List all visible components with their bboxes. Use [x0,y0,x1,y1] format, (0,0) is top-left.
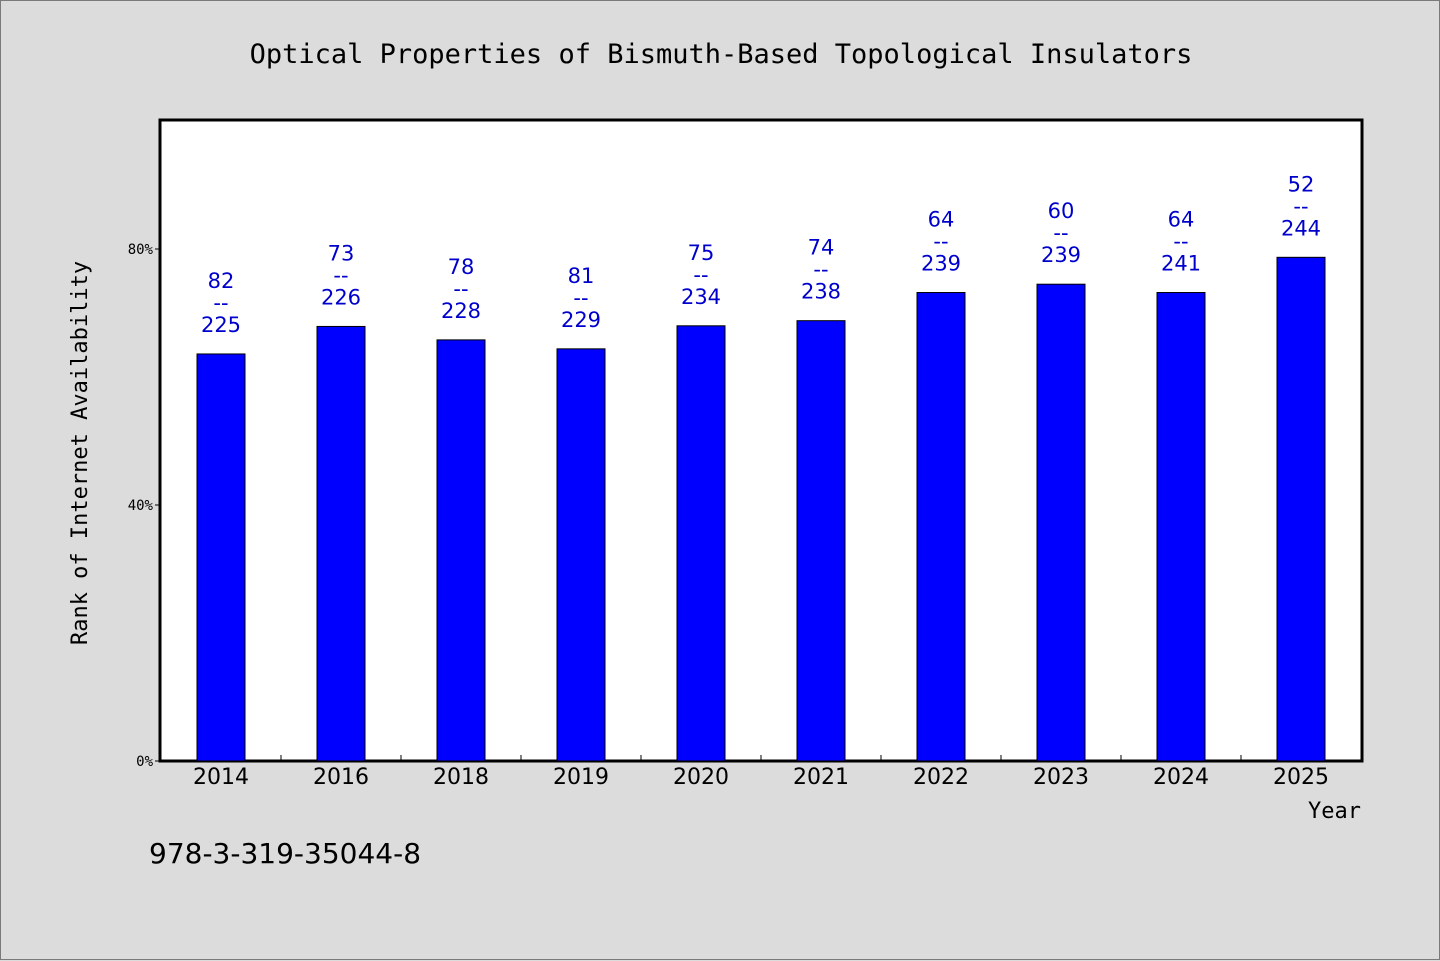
data-label-separator: -- [213,291,228,315]
data-label-total: 234 [681,285,721,309]
data-label-rank: 73 [328,241,355,265]
data-label-total: 244 [1281,216,1321,240]
data-label-separator: -- [1173,230,1188,254]
y-tick-label: 0% [136,754,153,770]
bar-data-label: 82 --225 [201,269,241,337]
x-tick-label: 2021 [793,765,849,790]
data-label-rank: 52 [1288,172,1315,196]
bar-data-label: 73 --226 [321,241,361,309]
bar-2018 [436,339,486,762]
bar-2022 [916,292,966,762]
isbn-text: 978-3-319-35044-8 [149,837,422,870]
bar-data-label: 60 --239 [1041,199,1081,267]
x-tick-label: 2020 [673,765,729,790]
data-label-total: 238 [801,280,841,304]
data-label-total: 239 [921,252,961,276]
data-label-total: 239 [1041,243,1081,267]
data-label-rank: 74 [808,236,835,260]
bar-2019 [556,348,606,762]
bar-2024 [1156,292,1206,762]
data-label-separator: -- [573,286,588,310]
bar-data-label: 81 --229 [561,264,601,332]
data-label-total: 228 [441,299,481,323]
bar-2020 [676,325,726,762]
data-label-separator: -- [453,277,468,301]
x-tick-label: 2025 [1273,765,1329,790]
bar-data-label: 78 --228 [441,255,481,323]
data-label-separator: -- [1053,221,1068,245]
data-label-rank: 60 [1048,199,1075,223]
x-tick-label: 2023 [1033,765,1089,790]
data-label-rank: 82 [208,269,235,293]
x-tick-label: 2018 [433,765,489,790]
y-axis-label: Rank of Internet Availability [68,261,93,645]
data-label-separator: -- [813,258,828,282]
y-axis: 0% 40% 80% [128,242,161,770]
data-label-rank: 75 [688,241,715,265]
x-axis-label: Year [1308,799,1361,824]
y-tick-label: 80% [128,242,154,258]
data-label-total: 229 [561,308,601,332]
bar-2014 [196,353,246,762]
x-tick-label: 2014 [193,765,249,790]
x-tick-label: 2022 [913,765,969,790]
bar-2016 [316,325,366,762]
data-label-rank: 64 [1168,208,1195,232]
data-label-rank: 78 [448,255,475,279]
x-tick-label: 2019 [553,765,609,790]
bar-2021 [796,320,846,762]
bar-data-label: 52 --244 [1281,172,1321,240]
data-label-total: 226 [321,285,361,309]
x-axis: 2014 2016 2018 2019 2020 2021 2022 2023 2024 2025 [193,755,1329,790]
x-tick-label: 2024 [1153,765,1209,790]
data-label-separator: -- [693,263,708,287]
bar-data-label: 75 --234 [681,241,721,309]
data-label-separator: -- [933,230,948,254]
bar-data-label: 74 --238 [801,236,841,304]
data-label-rank: 81 [568,264,595,288]
data-label-separator: -- [1293,194,1308,218]
chart-title: Optical Properties of Bismuth-Based Topo… [250,39,1193,70]
data-label-rank: 64 [928,208,955,232]
x-tick-label: 2016 [313,765,369,790]
data-label-total: 241 [1161,252,1201,276]
data-label-total: 225 [201,313,241,337]
y-tick-label: 40% [128,498,154,514]
bar-2023 [1036,283,1086,762]
data-label-separator: -- [333,263,348,287]
bar-2025 [1276,256,1326,762]
bar-data-label: 64 --241 [1161,208,1201,276]
bar-data-label: 64 --239 [921,208,961,276]
